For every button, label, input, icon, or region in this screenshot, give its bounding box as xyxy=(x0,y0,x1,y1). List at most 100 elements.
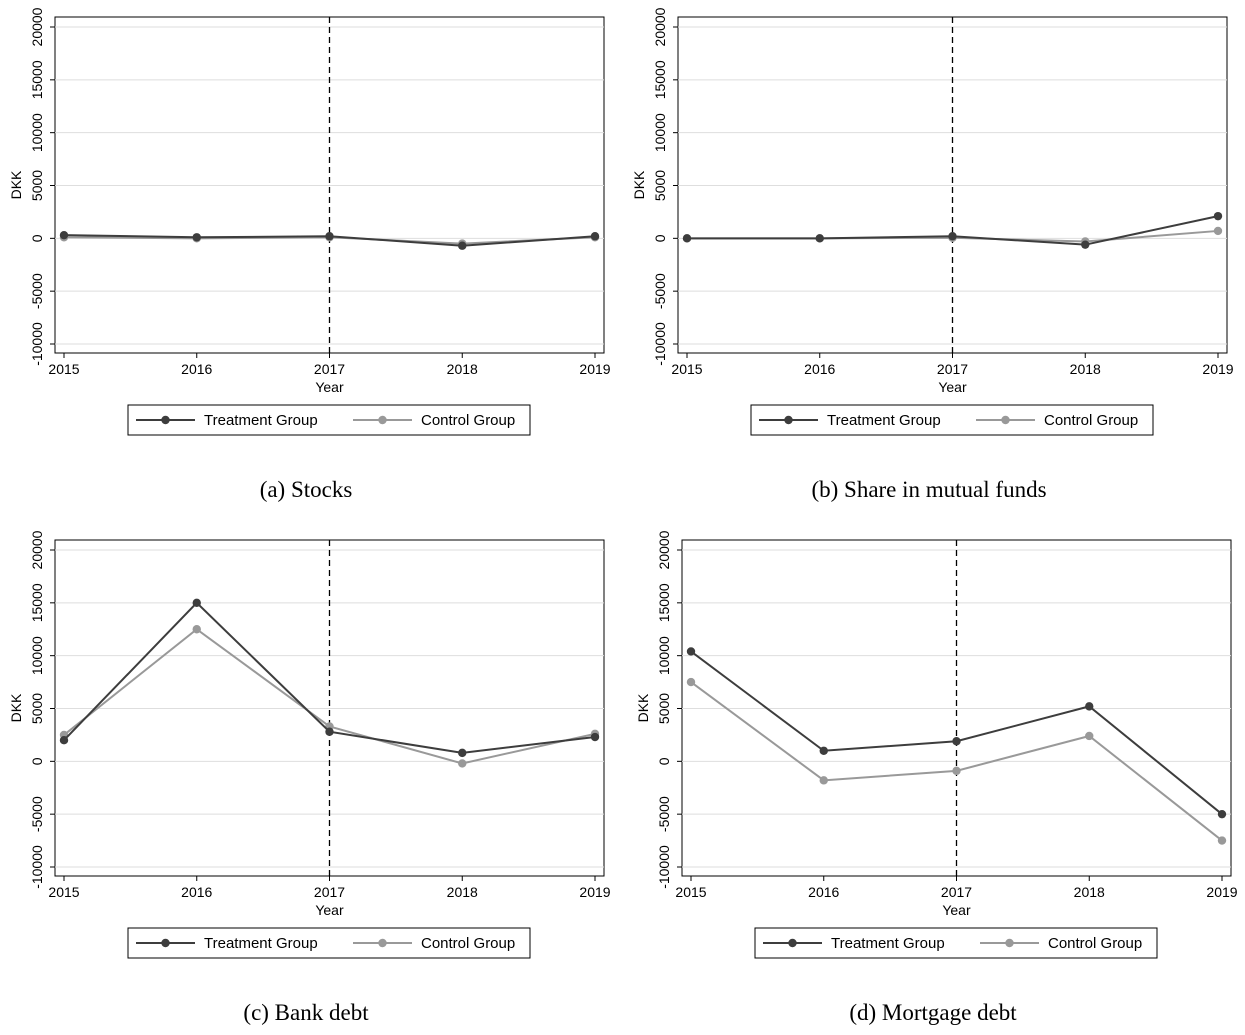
y-axis-title: DKK xyxy=(8,693,24,722)
data-point xyxy=(458,748,467,758)
legend-marker xyxy=(378,938,387,948)
data-point xyxy=(59,230,69,240)
x-tick-label: 2015 xyxy=(48,361,79,377)
data-point xyxy=(458,241,467,250)
data-point xyxy=(192,625,201,634)
legend-label: Treatment Group xyxy=(827,412,941,429)
chart-panel: -10000 -5000 0 5000 10000 15000 20000 2015 2016 2… xyxy=(623,0,1245,512)
chart-caption: (d) Mortgage debt xyxy=(849,1000,1017,1025)
legend-label: Treatment Group xyxy=(831,935,945,952)
data-point xyxy=(1085,731,1094,741)
y-tick-label: 20000 xyxy=(29,530,45,569)
data-point xyxy=(1081,240,1090,249)
y-tick-label: -10000 xyxy=(29,322,45,366)
x-tick-label: 2019 xyxy=(1206,884,1237,900)
data-point xyxy=(948,232,957,241)
legend-label: Control Group xyxy=(421,412,515,429)
x-tick-label: 2016 xyxy=(181,361,212,377)
x-tick-label: 2017 xyxy=(937,361,968,377)
y-tick-label: -10000 xyxy=(656,845,672,889)
data-point xyxy=(819,776,828,785)
y-tick-label: 0 xyxy=(29,234,45,242)
x-tick-label: 2018 xyxy=(1070,361,1101,377)
x-tick-label: 2016 xyxy=(181,884,212,900)
y-tick-label: 5000 xyxy=(29,170,45,201)
y-tick-label: -5000 xyxy=(656,796,672,832)
y-axis-title: DKK xyxy=(635,693,651,722)
y-tick-label: 20000 xyxy=(29,7,45,46)
legend-marker xyxy=(161,938,170,948)
legend-label: Control Group xyxy=(421,935,515,952)
y-tick-label: 10000 xyxy=(656,636,672,675)
data-point xyxy=(815,234,824,243)
data-point xyxy=(952,737,961,746)
x-axis-title: Year xyxy=(938,379,967,395)
data-point xyxy=(59,736,69,745)
chart-panel: -10000 -5000 0 5000 10000 15000 20000 2015 2016 2… xyxy=(627,523,1245,1035)
y-tick-label: -5000 xyxy=(29,796,45,832)
data-point xyxy=(192,233,201,242)
legend-marker xyxy=(1001,415,1010,425)
x-tick-label: 2019 xyxy=(579,884,610,900)
legend-marker xyxy=(161,415,170,425)
y-tick-label: -10000 xyxy=(29,845,45,889)
chart-caption: (c) Bank debt xyxy=(243,1000,369,1025)
chart-caption: (b) Share in mutual funds xyxy=(811,477,1046,502)
y-axis-title: DKK xyxy=(8,170,24,199)
y-tick-label: 10000 xyxy=(29,113,45,152)
legend-marker xyxy=(1005,938,1014,948)
chart-caption: (a) Stocks xyxy=(260,477,353,502)
x-axis-title: Year xyxy=(315,902,344,918)
y-tick-label: 10000 xyxy=(29,636,45,675)
legend-label: Control Group xyxy=(1048,935,1142,952)
y-tick-label: 0 xyxy=(29,757,45,765)
x-tick-label: 2017 xyxy=(941,884,972,900)
x-tick-label: 2019 xyxy=(579,361,610,377)
x-tick-label: 2018 xyxy=(447,361,478,377)
y-axis-title: DKK xyxy=(631,170,647,199)
y-tick-label: 0 xyxy=(652,234,668,242)
chart-svg: -10000 -5000 0 5000 10000 15000 20000 2015 2016 2… xyxy=(631,7,1234,502)
data-point xyxy=(590,232,600,241)
data-point xyxy=(686,647,696,656)
y-tick-label: 0 xyxy=(656,757,672,765)
x-tick-label: 2017 xyxy=(314,361,345,377)
y-tick-label: 15000 xyxy=(652,60,668,99)
data-point xyxy=(686,677,696,687)
chart-panel: -10000 -5000 0 5000 10000 15000 20000 2015 2016 2… xyxy=(0,523,622,1035)
y-tick-label: -5000 xyxy=(652,273,668,309)
x-tick-label: 2019 xyxy=(1202,361,1233,377)
data-point xyxy=(1217,836,1227,845)
y-tick-label: 10000 xyxy=(652,113,668,152)
chart-svg: -10000 -5000 0 5000 10000 15000 20000 2015 2016 2… xyxy=(8,7,611,502)
legend-label: Treatment Group xyxy=(204,935,318,952)
data-point xyxy=(952,766,961,776)
x-tick-label: 2015 xyxy=(671,361,702,377)
x-tick-label: 2016 xyxy=(808,884,839,900)
data-point xyxy=(590,732,600,742)
x-axis-title: Year xyxy=(315,379,344,395)
legend-marker xyxy=(784,415,793,425)
data-point xyxy=(458,759,467,768)
y-tick-label: 15000 xyxy=(29,60,45,99)
x-tick-label: 2015 xyxy=(675,884,706,900)
data-point xyxy=(192,598,201,608)
data-point xyxy=(819,746,828,755)
data-point xyxy=(325,232,334,241)
data-point xyxy=(325,727,334,736)
x-tick-label: 2016 xyxy=(804,361,835,377)
x-tick-label: 2015 xyxy=(48,884,79,900)
data-point xyxy=(682,234,692,243)
chart-svg: -10000 -5000 0 5000 10000 15000 20000 2015 2016 2… xyxy=(635,530,1238,1025)
x-tick-label: 2017 xyxy=(314,884,345,900)
data-point xyxy=(1213,211,1223,221)
x-tick-label: 2018 xyxy=(447,884,478,900)
y-tick-label: 5000 xyxy=(652,170,668,201)
y-tick-label: 20000 xyxy=(656,530,672,569)
chart-panel: -10000 -5000 0 5000 10000 15000 20000 2015 2016 2… xyxy=(0,0,622,512)
data-point xyxy=(1213,226,1223,236)
y-tick-label: 20000 xyxy=(652,7,668,46)
y-tick-label: 15000 xyxy=(656,583,672,622)
x-tick-label: 2018 xyxy=(1074,884,1105,900)
chart-svg: -10000 -5000 0 5000 10000 15000 20000 2015 2016 2… xyxy=(8,530,611,1025)
